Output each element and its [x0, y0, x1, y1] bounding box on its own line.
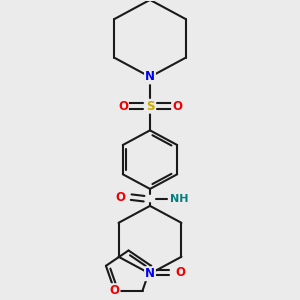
Text: N: N	[145, 70, 155, 83]
Text: O: O	[172, 100, 182, 113]
Text: O: O	[176, 266, 186, 279]
Text: O: O	[118, 100, 128, 113]
Text: N: N	[145, 267, 155, 280]
Text: NH: NH	[170, 194, 189, 204]
Text: O: O	[115, 191, 125, 204]
Text: S: S	[146, 100, 154, 113]
Text: O: O	[110, 284, 120, 297]
